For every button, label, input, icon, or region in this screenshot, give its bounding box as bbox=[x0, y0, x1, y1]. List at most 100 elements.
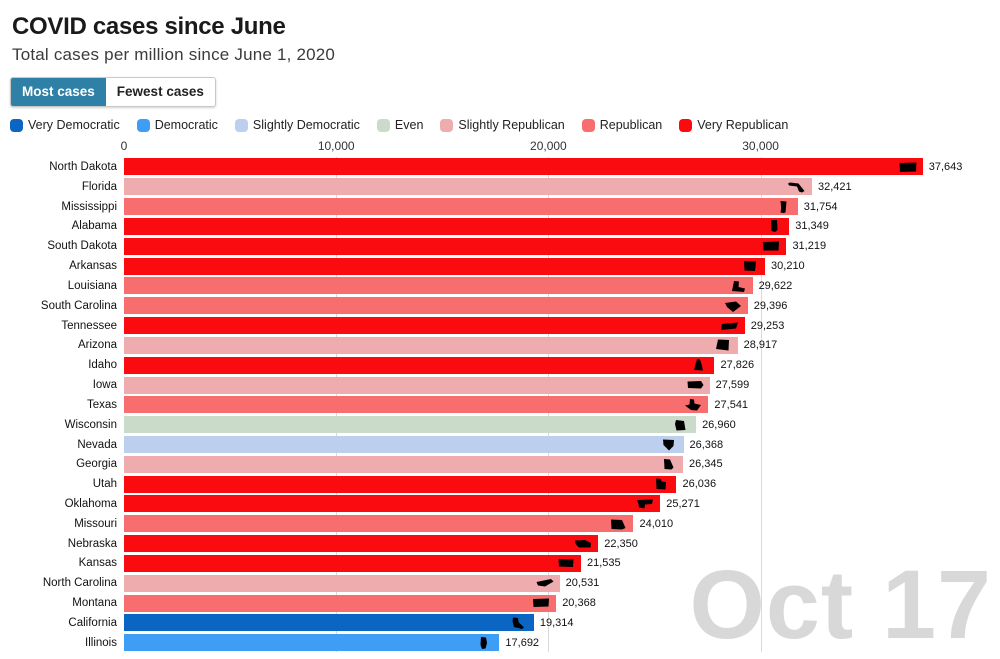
bar-track: 20,531 bbox=[124, 574, 994, 592]
bar[interactable] bbox=[124, 237, 787, 255]
state-shape-icon bbox=[771, 220, 778, 233]
table-row: Georgia 26,345 bbox=[0, 454, 1000, 474]
bar[interactable] bbox=[124, 158, 923, 176]
bar[interactable] bbox=[124, 217, 790, 235]
state-label: North Dakota bbox=[49, 160, 117, 173]
state-shape-icon bbox=[664, 459, 674, 470]
toggle-fewest-cases[interactable]: Fewest cases bbox=[105, 78, 215, 106]
table-row: Arkansas 30,210 bbox=[0, 256, 1000, 276]
bar[interactable] bbox=[124, 574, 560, 592]
legend-label: Democratic bbox=[154, 118, 218, 132]
bar[interactable] bbox=[124, 317, 745, 335]
bar-track: 26,345 bbox=[124, 455, 994, 473]
legend-swatch-icon bbox=[234, 118, 248, 132]
state-label: Nebraska bbox=[67, 537, 117, 550]
bar[interactable] bbox=[124, 297, 748, 315]
axis-tick-label: 0 bbox=[120, 139, 128, 153]
bar-value-label: 37,643 bbox=[928, 160, 963, 173]
table-row: California 19,314 bbox=[0, 613, 1000, 633]
legend-swatch-icon bbox=[679, 118, 693, 132]
bar-value-label: 32,421 bbox=[817, 180, 852, 193]
state-label: Idaho bbox=[88, 359, 117, 372]
bar[interactable] bbox=[124, 535, 599, 553]
bar[interactable] bbox=[124, 436, 684, 453]
state-shape-icon bbox=[656, 478, 667, 490]
table-row: Nebraska 22,350 bbox=[0, 534, 1000, 554]
table-row: Montana 20,368 bbox=[0, 593, 1000, 613]
header: COVID cases since June Total cases per m… bbox=[0, 0, 1000, 65]
axis-tick-label: 10,000 bbox=[317, 139, 355, 153]
bar-value-label: 27,826 bbox=[720, 359, 755, 372]
state-label: Kansas bbox=[78, 557, 117, 570]
state-shape-icon bbox=[558, 559, 574, 568]
bar[interactable] bbox=[124, 594, 557, 612]
state-shape-icon bbox=[687, 381, 704, 389]
bar-value-label: 31,349 bbox=[795, 220, 829, 233]
bar-track: 32,421 bbox=[124, 178, 994, 196]
bar-value-label: 26,368 bbox=[689, 438, 724, 451]
bar[interactable] bbox=[124, 336, 738, 354]
state-label: Louisiana bbox=[67, 279, 117, 292]
state-label: Texas bbox=[86, 398, 117, 411]
legend-item: Slightly Democratic bbox=[234, 118, 360, 132]
table-row: Oklahoma 25,271 bbox=[0, 494, 1000, 514]
bar[interactable] bbox=[124, 277, 753, 295]
bar-value-label: 27,541 bbox=[714, 398, 749, 411]
bar[interactable] bbox=[124, 614, 534, 632]
date-watermark: Oct 17 bbox=[689, 549, 992, 659]
page-title: COVID cases since June bbox=[12, 13, 286, 40]
table-row: Wisconsin 26,960 bbox=[0, 415, 1000, 435]
chart: 0 10,000 20,000 30,000 Oct 17 North Dakota 3… bbox=[0, 139, 1000, 653]
bar-value-label: 20,368 bbox=[562, 597, 596, 610]
bar-value-label: 24,010 bbox=[639, 517, 674, 530]
table-row: Kansas 21,535 bbox=[0, 554, 1000, 574]
bar[interactable] bbox=[124, 356, 715, 374]
bar-track: 30,210 bbox=[124, 257, 994, 275]
state-label: Nevada bbox=[77, 438, 117, 451]
bar[interactable] bbox=[124, 376, 710, 394]
bar[interactable] bbox=[124, 554, 581, 572]
bar-value-label: 22,350 bbox=[604, 537, 638, 550]
bar-track: 21,535 bbox=[124, 554, 994, 572]
bar[interactable] bbox=[124, 257, 766, 275]
legend-label: Very Democratic bbox=[28, 118, 120, 132]
bar-value-label: 29,396 bbox=[753, 299, 788, 312]
bar-value-label: 17,692 bbox=[505, 636, 540, 649]
bar[interactable] bbox=[124, 416, 697, 434]
bar[interactable] bbox=[124, 495, 661, 513]
page-subtitle: Total cases per million since June 1, 20… bbox=[12, 45, 336, 64]
state-label: North Carolina bbox=[42, 577, 117, 590]
state-label: California bbox=[68, 616, 117, 629]
table-row: Florida 32,421 bbox=[0, 177, 1000, 197]
table-row: South Carolina 29,396 bbox=[0, 296, 1000, 316]
toggle-most-cases[interactable]: Most cases bbox=[11, 78, 106, 106]
bar[interactable] bbox=[124, 178, 812, 196]
legend-item: Very Republican bbox=[679, 118, 788, 132]
table-row: Alabama 31,349 bbox=[0, 216, 1000, 236]
bar-value-label: 26,345 bbox=[689, 458, 723, 471]
axis-tick-label: 30,000 bbox=[742, 139, 779, 153]
bar[interactable] bbox=[124, 198, 798, 216]
state-label: Wisconsin bbox=[64, 418, 117, 431]
state-shape-icon bbox=[731, 280, 745, 292]
bar-track: 26,036 bbox=[124, 475, 994, 493]
bar-track: 29,253 bbox=[124, 317, 994, 335]
state-label: Arkansas bbox=[69, 260, 117, 273]
legend: Very Democratic Democratic Slightly Democr… bbox=[10, 118, 1000, 132]
state-shape-icon bbox=[715, 339, 729, 351]
table-row: Texas 27,541 bbox=[0, 395, 1000, 415]
bar[interactable] bbox=[124, 396, 709, 414]
table-row: Utah 26,036 bbox=[0, 474, 1000, 494]
bar[interactable] bbox=[124, 455, 684, 473]
bar-value-label: 31,754 bbox=[803, 200, 838, 213]
bar-value-label: 26,960 bbox=[702, 418, 736, 431]
bar-value-label: 20,531 bbox=[565, 577, 600, 590]
legend-item: Republican bbox=[581, 118, 662, 132]
state-shape-icon bbox=[611, 519, 626, 530]
bar[interactable] bbox=[124, 475, 677, 493]
bar[interactable] bbox=[124, 634, 500, 652]
view-toggle: Most cases Fewest cases bbox=[10, 77, 216, 107]
bar[interactable] bbox=[124, 515, 634, 533]
bar-track: 31,349 bbox=[124, 217, 994, 235]
bar-value-label: 25,271 bbox=[666, 497, 700, 510]
